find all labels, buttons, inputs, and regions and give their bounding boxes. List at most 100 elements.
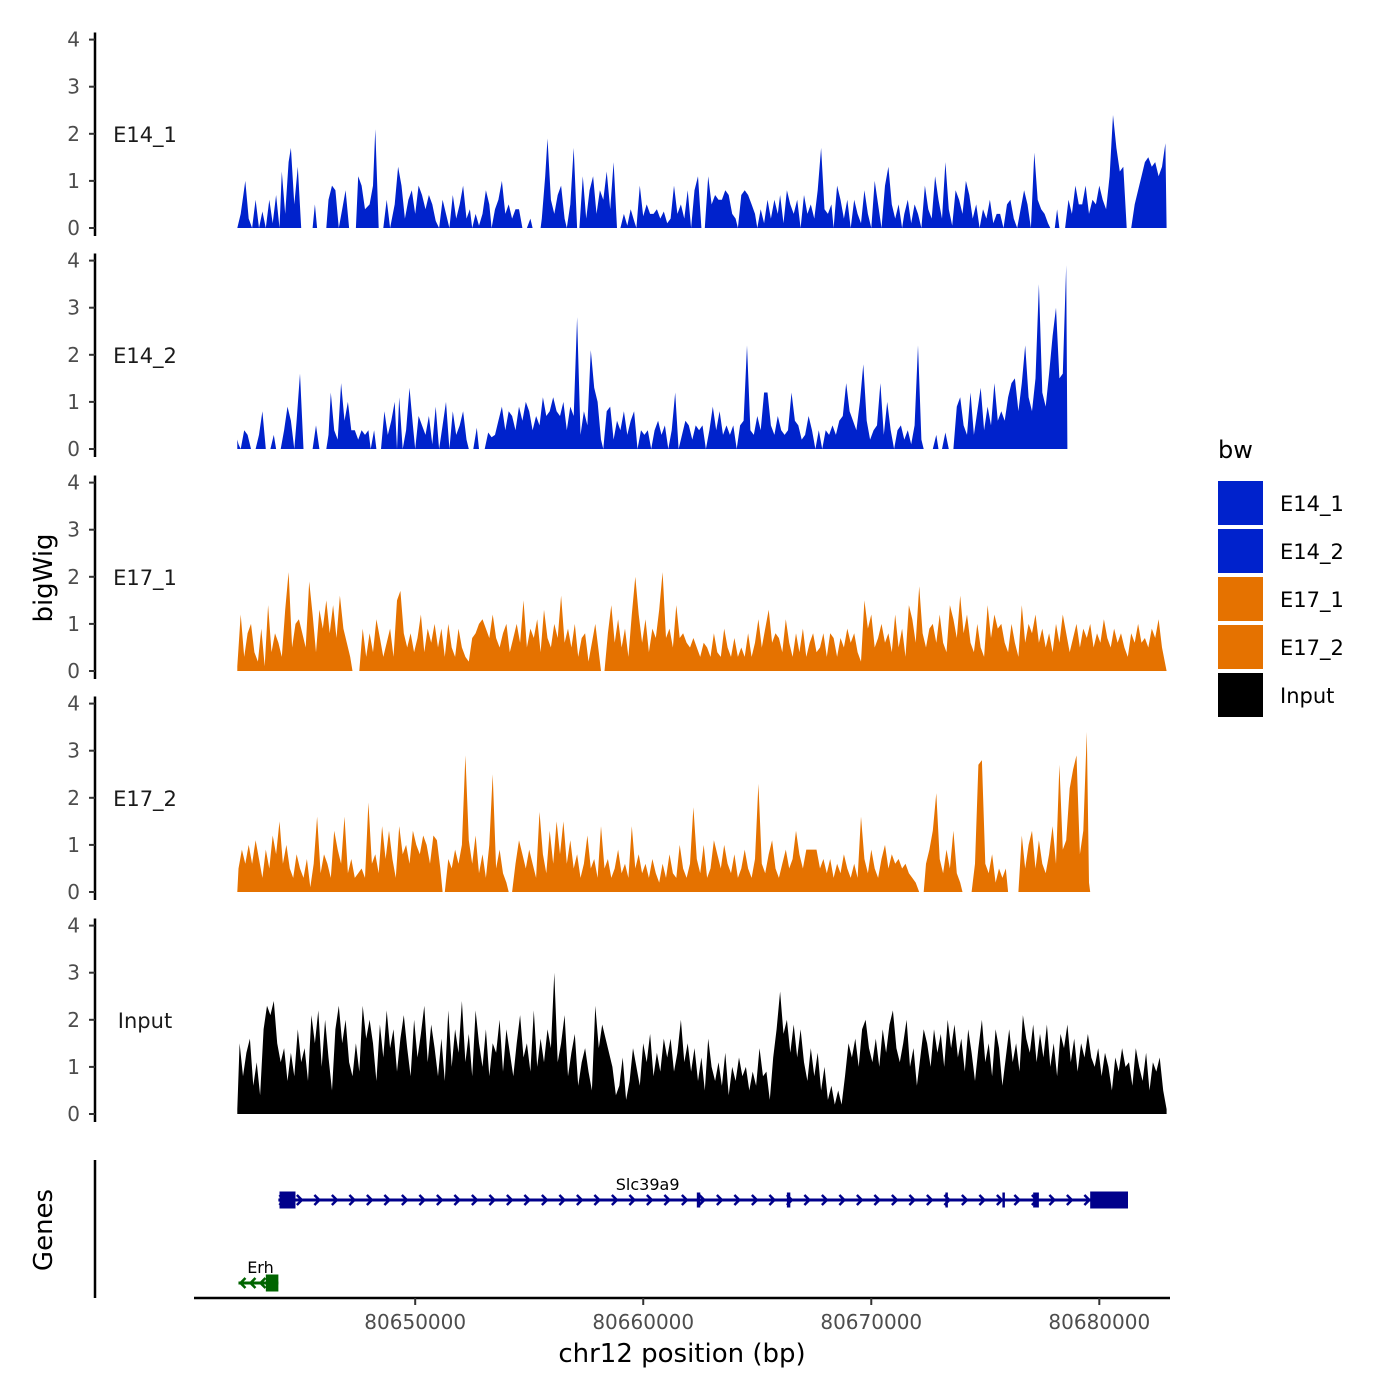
strand-arrow — [715, 1194, 724, 1206]
y-tick-label: 2 — [67, 786, 80, 810]
legend-swatch — [1218, 481, 1263, 525]
y-tick-label: 0 — [67, 1102, 80, 1126]
x-tick-label: 80670000 — [820, 1310, 922, 1334]
legend: bw E14_1 E14_2 E17_1 E17_2 Input — [1218, 436, 1344, 717]
track-label: E17_1 — [113, 566, 177, 591]
track-E17_2: 0 1 2 3 4 E17_2 — [67, 692, 1091, 904]
coverage-area-E17_2 — [237, 731, 1091, 892]
strand-arrow — [418, 1194, 427, 1206]
gene-Erh: Erh — [238, 1258, 279, 1292]
exon — [265, 1274, 279, 1292]
y-tick-label: 4 — [67, 471, 80, 495]
strand-arrow — [330, 1194, 339, 1206]
y-tick-label: 0 — [67, 659, 80, 683]
strand-arrow — [295, 1194, 304, 1206]
exon — [1033, 1192, 1039, 1208]
legend-label: E14_2 — [1280, 540, 1344, 565]
exon — [786, 1192, 791, 1208]
legend-swatch — [1218, 673, 1263, 717]
strand-arrow — [248, 1277, 257, 1289]
strand-arrow — [593, 1194, 602, 1206]
genes-track-title: Genes — [29, 1189, 59, 1271]
gene-name-label: Slc39a9 — [616, 1175, 680, 1194]
strand-arrow — [663, 1194, 672, 1206]
y-tick-label: 2 — [67, 343, 80, 367]
exon — [696, 1192, 701, 1208]
y-tick-label: 3 — [67, 961, 80, 985]
legend-title: bw — [1218, 436, 1253, 464]
strand-arrow — [645, 1194, 654, 1206]
strand-arrow — [470, 1194, 479, 1206]
y-tick-label: 4 — [67, 692, 80, 716]
x-tick-label: 80660000 — [592, 1310, 694, 1334]
strand-arrow — [1048, 1194, 1057, 1206]
strand-arrow — [558, 1194, 567, 1206]
exon — [1090, 1191, 1128, 1209]
strand-arrow — [820, 1194, 829, 1206]
y-tick-label: 3 — [67, 75, 80, 99]
y-tick-label: 1 — [67, 390, 80, 414]
strand-arrow — [768, 1194, 777, 1206]
strand-arrow — [488, 1194, 497, 1206]
strand-arrow — [908, 1194, 917, 1206]
strand-arrow — [838, 1194, 847, 1206]
strand-arrow — [873, 1194, 882, 1206]
coverage-area-E14_2 — [237, 265, 1068, 449]
strand-arrow — [855, 1194, 864, 1206]
strand-arrow — [238, 1277, 247, 1289]
strand-arrow — [575, 1194, 584, 1206]
strand-arrow — [890, 1194, 899, 1206]
gene-name-label: Erh — [247, 1258, 274, 1277]
track-label: E17_2 — [113, 787, 177, 812]
strand-arrow — [610, 1194, 619, 1206]
legend-label: Input — [1280, 684, 1334, 708]
strand-arrow — [453, 1194, 462, 1206]
strand-arrow — [313, 1194, 322, 1206]
legend-label: E17_1 — [1280, 588, 1344, 613]
strand-arrow — [995, 1194, 1004, 1206]
coverage-area-E14_1 — [237, 115, 1167, 228]
strand-arrow — [435, 1194, 444, 1206]
y-tick-label: 1 — [67, 833, 80, 857]
y-tick-label: 3 — [67, 296, 80, 320]
strand-arrow — [540, 1194, 549, 1206]
legend-swatch — [1218, 625, 1263, 669]
coverage-area-E17_1 — [237, 572, 1167, 671]
strand-arrow — [978, 1194, 987, 1206]
legend-label: E14_1 — [1280, 492, 1344, 517]
y-tick-label: 4 — [67, 28, 80, 52]
y-tick-label: 4 — [67, 914, 80, 938]
strand-arrow — [733, 1194, 742, 1206]
gene-Slc39a9: Slc39a9 — [278, 1175, 1128, 1209]
y-tick-label: 0 — [67, 437, 80, 461]
track-label: Input — [118, 1009, 172, 1033]
legend-swatch — [1218, 577, 1263, 621]
y-tick-label: 0 — [67, 216, 80, 240]
x-axis-title: chr12 position (bp) — [558, 1339, 805, 1369]
track-E17_1: 0 1 2 3 4 E17_1 — [67, 471, 1167, 683]
y-tick-label: 4 — [67, 249, 80, 273]
y-tick-label: 2 — [67, 565, 80, 589]
x-axis: 80650000 80660000 80670000 80680000 — [194, 1296, 1170, 1334]
strand-arrow — [505, 1194, 514, 1206]
y-tick-label: 3 — [67, 739, 80, 763]
x-tick-label: 80650000 — [364, 1310, 466, 1334]
strand-arrow — [383, 1194, 392, 1206]
strand-arrow — [960, 1194, 969, 1206]
y-tick-label: 3 — [67, 518, 80, 542]
track-E14_1: 0 1 2 3 4 E14_1 — [67, 28, 1167, 240]
strand-arrow — [348, 1194, 357, 1206]
strand-arrow — [680, 1194, 689, 1206]
legend-label: E17_2 — [1280, 636, 1344, 661]
legend-swatch — [1218, 529, 1263, 573]
strand-arrow — [523, 1194, 532, 1206]
y-tick-label: 2 — [67, 122, 80, 146]
strand-arrow — [1083, 1194, 1092, 1206]
strand-arrow — [698, 1194, 707, 1206]
strand-arrow — [400, 1194, 409, 1206]
y-tick-label: 2 — [67, 1008, 80, 1032]
exon — [945, 1192, 948, 1208]
y-tick-label: 1 — [67, 612, 80, 636]
coverage-tracks: 0 1 2 3 4 E14_1 0 1 2 3 4 E14_2 0 1 2 3 4 E17_1 0 1 2 3 4 E17_2… — [67, 28, 1167, 1126]
